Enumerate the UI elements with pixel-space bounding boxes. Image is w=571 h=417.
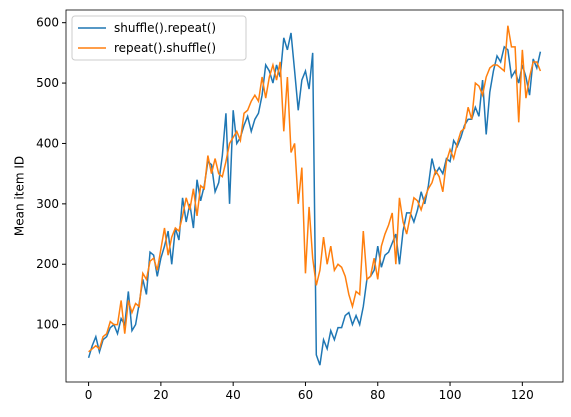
legend-box [71,15,247,61]
x-tick-label: 80 [370,388,385,402]
legend-label: repeat().shuffle() [114,41,216,55]
data-line [87,32,542,366]
y-axis-label: Mean item ID [13,156,27,236]
y-tick-label: 300 [36,197,59,211]
x-tick-label: 120 [511,388,534,402]
x-tick-label: 20 [153,388,168,402]
legend-label: shuffle().repeat() [114,21,216,35]
y-tick-label: 400 [36,136,59,150]
y-tick-label: 500 [36,76,59,90]
x-tick-label: 60 [298,388,313,402]
x-tick-label: 40 [226,388,241,402]
x-tick-label: 100 [439,388,462,402]
x-tick-label: 0 [85,388,93,402]
y-tick-label: 100 [36,318,59,332]
plot-frame [65,9,564,383]
y-tick-label: 600 [36,16,59,30]
data-line [88,25,542,353]
y-tick-label: 200 [36,257,59,271]
